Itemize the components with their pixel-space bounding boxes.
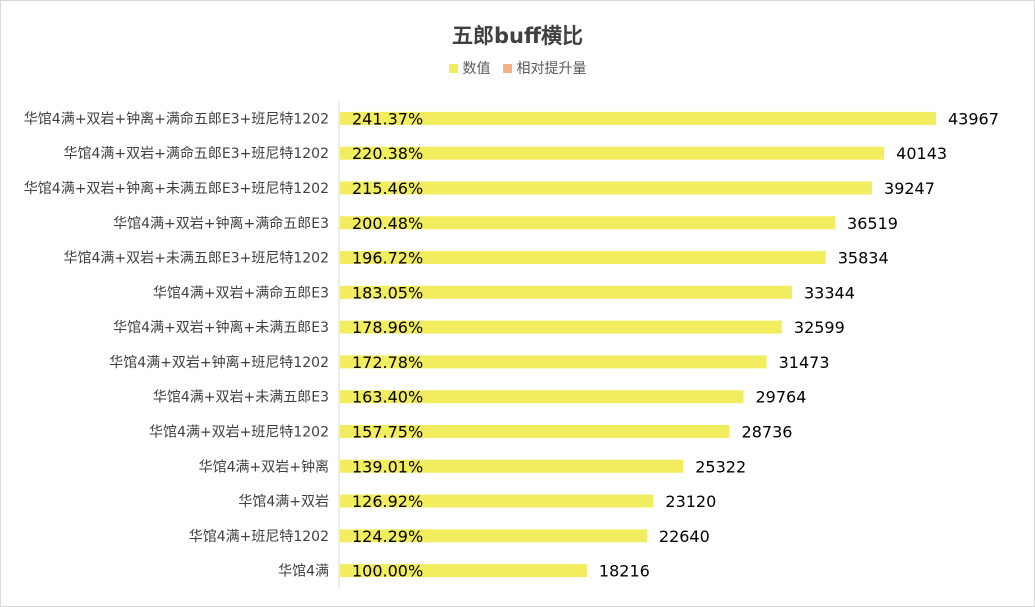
value-label: 43967 xyxy=(948,109,999,128)
percent-label: 124.29% xyxy=(352,527,423,546)
value-label: 22640 xyxy=(659,527,710,546)
percent-label: 220.38% xyxy=(352,144,423,163)
bar xyxy=(340,285,792,299)
category-label: 华馆4满+双岩+满命五郎E3+班尼特1202 xyxy=(64,145,329,162)
category-label: 华馆4满+双岩+钟离 xyxy=(199,458,329,475)
legend-label-value: 数值 xyxy=(462,61,491,77)
bar xyxy=(340,251,826,265)
percent-label: 183.05% xyxy=(352,283,423,302)
category-label: 华馆4满+双岩+钟离+满命五郎E3+班尼特1202 xyxy=(24,110,329,127)
percent-label: 178.96% xyxy=(352,318,423,337)
bar xyxy=(340,320,782,334)
chart-legend: 数值 相对提升量 xyxy=(0,58,1035,78)
category-label: 华馆4满+双岩+钟离+满命五郎E3 xyxy=(113,215,329,232)
legend-item-value: 数值 xyxy=(448,58,491,78)
bar xyxy=(340,355,767,369)
value-label: 25322 xyxy=(695,457,746,476)
chart-title: 五郎buff横比 xyxy=(452,24,583,48)
percent-label: 126.92% xyxy=(352,492,423,511)
category-label: 华馆4满+双岩+钟离+未满五郎E3 xyxy=(113,319,329,336)
value-label: 40143 xyxy=(896,144,947,163)
category-label: 华馆4满+双岩+钟离+未满五郎E3+班尼特1202 xyxy=(24,180,329,197)
value-label: 28736 xyxy=(742,422,793,441)
category-label: 华馆4满+双岩+钟离+班尼特1202 xyxy=(109,354,329,371)
value-label: 33344 xyxy=(804,283,855,302)
percent-label: 241.37% xyxy=(352,109,423,128)
bar xyxy=(340,564,587,578)
value-label: 32599 xyxy=(794,318,845,337)
bar xyxy=(340,181,873,195)
value-label: 31473 xyxy=(779,353,830,372)
bar xyxy=(340,459,684,473)
bar xyxy=(340,494,654,508)
category-label: 华馆4满+双岩+满命五郎E3 xyxy=(153,284,329,301)
legend-item-increase: 相对提升量 xyxy=(502,58,587,78)
bar xyxy=(340,424,730,438)
value-label: 23120 xyxy=(665,492,716,511)
value-label: 29764 xyxy=(755,388,806,407)
category-label: 华馆4满+双岩+未满五郎E3 xyxy=(153,390,329,406)
legend-swatch-value xyxy=(448,63,458,73)
percent-label: 139.01% xyxy=(352,457,423,476)
percent-label: 172.78% xyxy=(352,353,423,372)
percent-label: 200.48% xyxy=(352,214,423,233)
value-label: 35834 xyxy=(838,249,889,268)
bar xyxy=(340,390,744,404)
category-label: 华馆4满+双岩+未满五郎E3+班尼特1202 xyxy=(64,251,329,267)
bar xyxy=(340,216,836,230)
bar xyxy=(340,529,647,543)
legend-swatch-increase xyxy=(502,63,512,73)
category-label: 华馆4满+双岩+班尼特1202 xyxy=(149,424,329,440)
bar xyxy=(340,111,936,125)
percent-label: 215.46% xyxy=(352,179,423,198)
value-label: 18216 xyxy=(599,562,650,581)
value-label: 36519 xyxy=(847,214,898,233)
value-label: 39247 xyxy=(884,179,935,198)
category-label: 华馆4满 xyxy=(278,564,329,580)
category-label: 华馆4满+双岩 xyxy=(238,494,329,510)
percent-label: 100.00% xyxy=(352,562,423,581)
percent-label: 196.72% xyxy=(352,249,423,268)
category-label: 华馆4满+班尼特1202 xyxy=(189,529,329,545)
bar xyxy=(340,146,885,160)
percent-label: 157.75% xyxy=(352,422,423,441)
legend-label-increase: 相对提升量 xyxy=(516,61,587,77)
percent-label: 163.40% xyxy=(352,388,423,407)
